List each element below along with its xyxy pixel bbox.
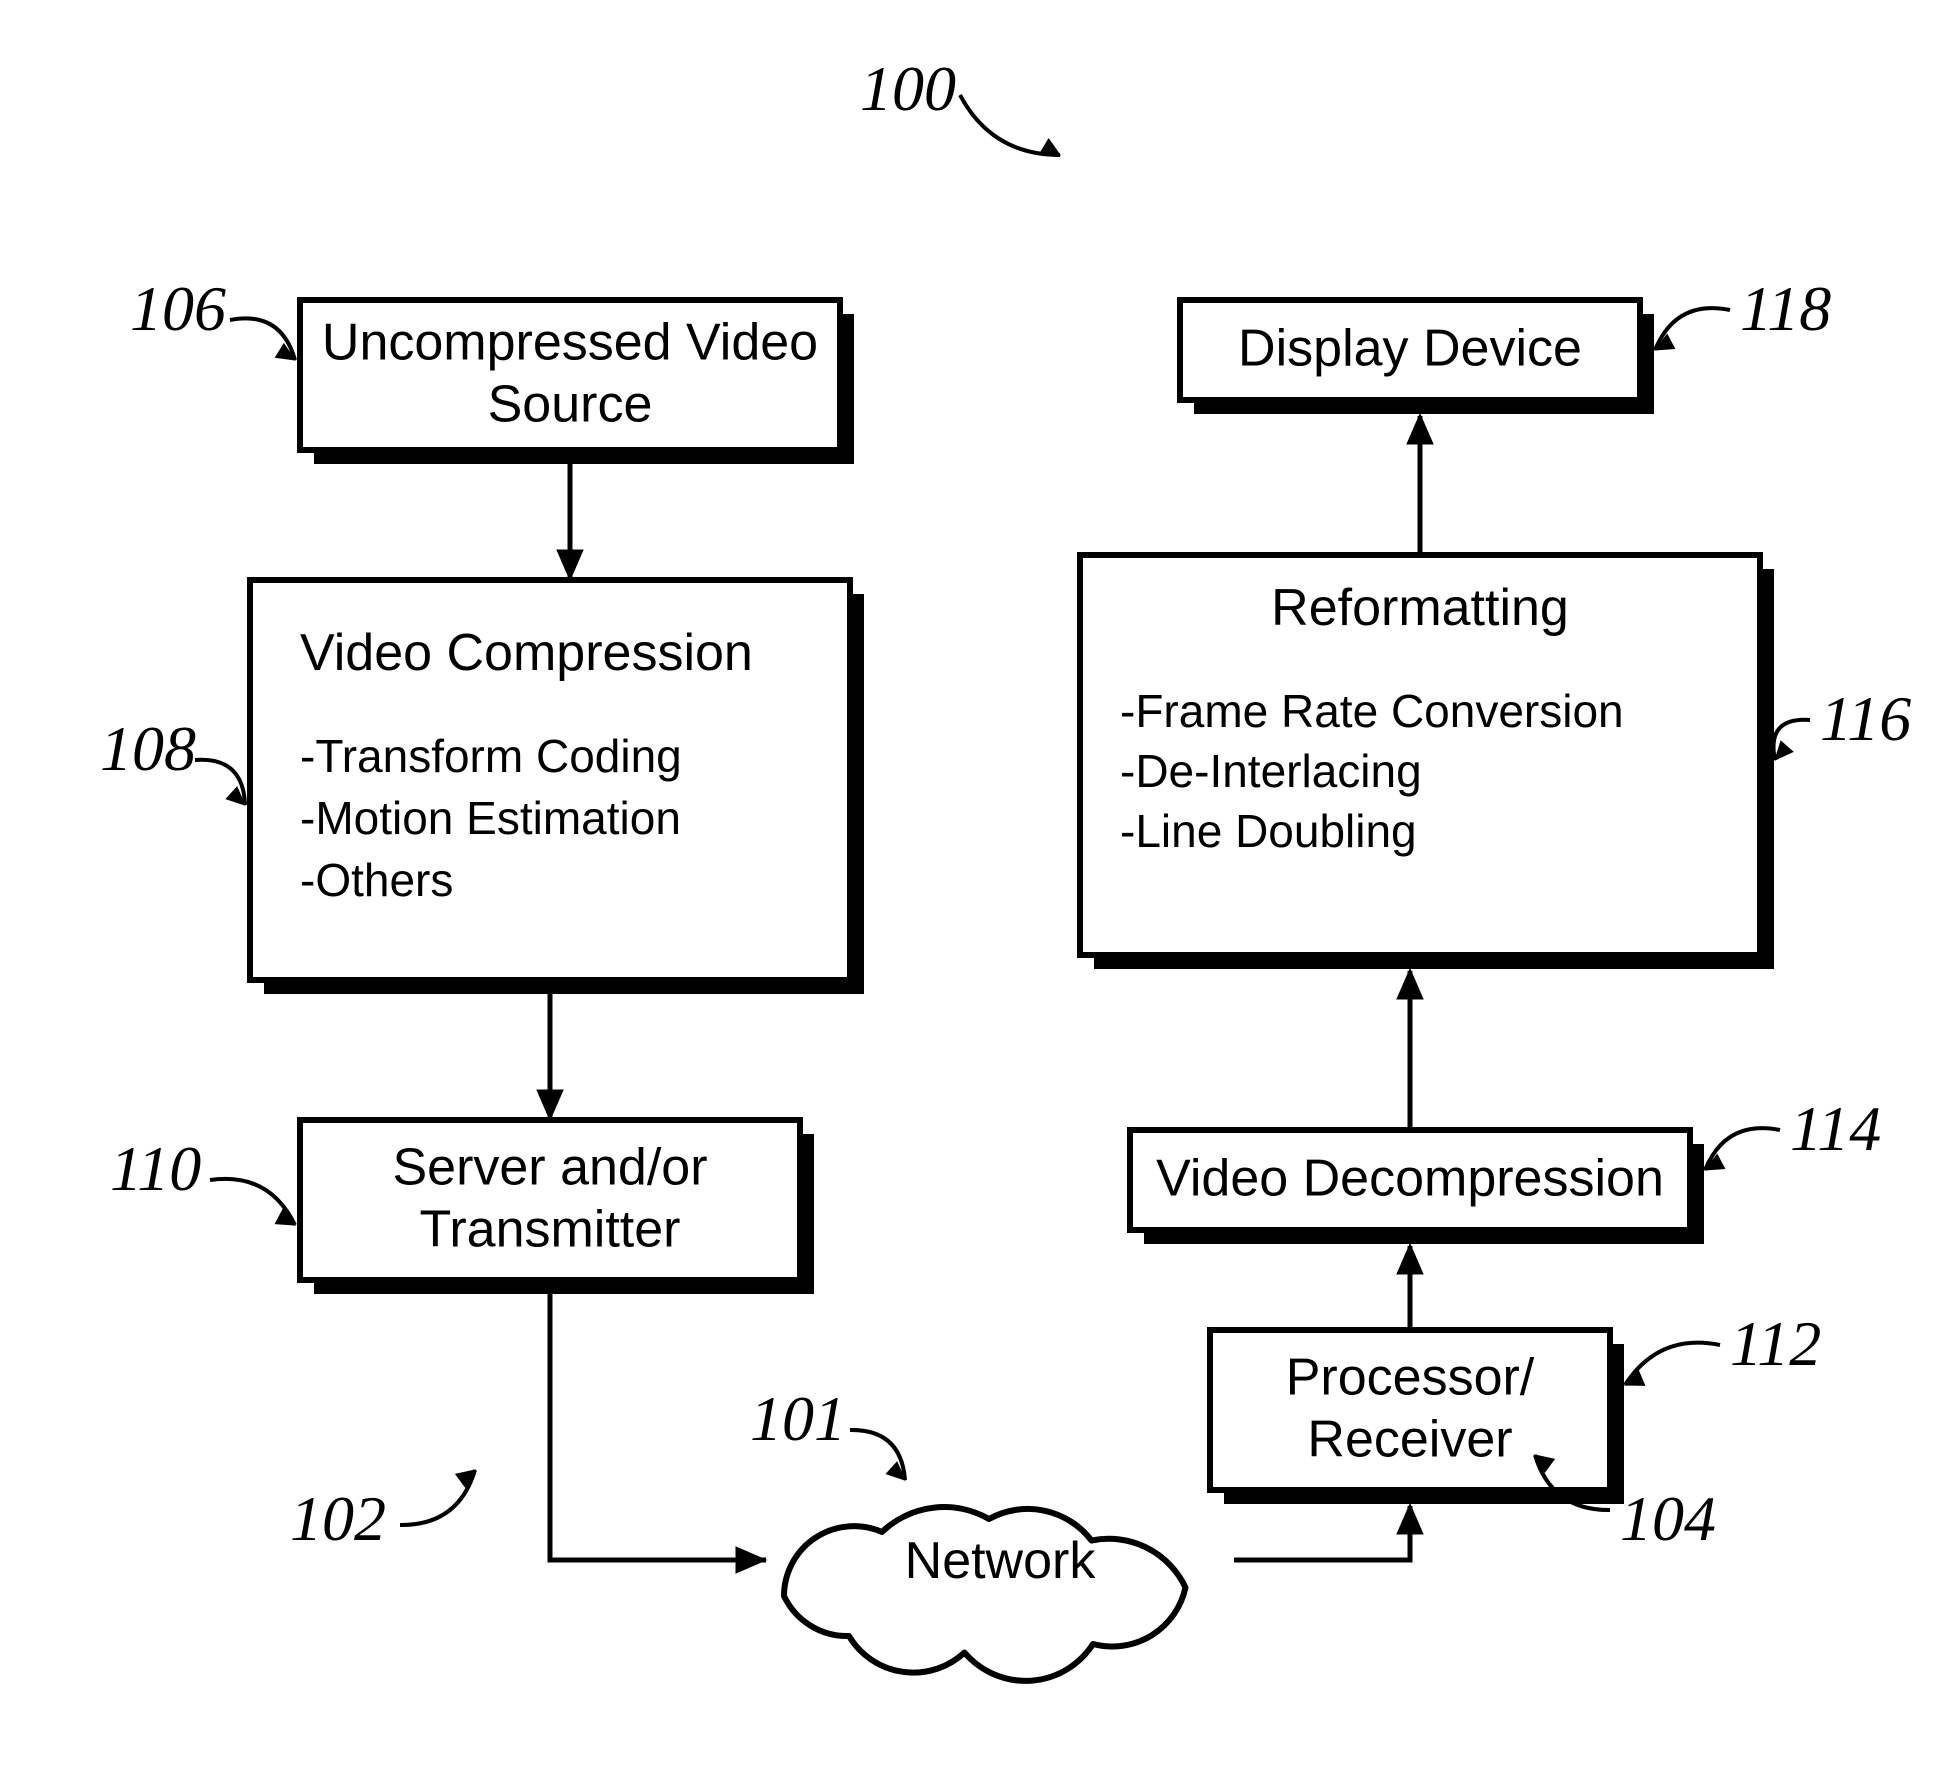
- node-comp-item-0: -Transform Coding: [300, 730, 682, 782]
- node-srv-title-1: Transmitter: [420, 1201, 681, 1259]
- node-src-title-1: Source: [488, 376, 653, 434]
- edge-net-proc: [1234, 1506, 1410, 1560]
- ref-106: 106: [130, 273, 226, 344]
- node-proc-title-1: Receiver: [1307, 1411, 1512, 1469]
- ref-118: 118: [1740, 273, 1831, 344]
- node-reform-title-0: Reformatting: [1271, 579, 1569, 637]
- ref-100: 100: [860, 53, 956, 124]
- node-reform-item-1: -De-Interlacing: [1120, 745, 1422, 797]
- ref-110: 110: [110, 1133, 201, 1204]
- node-reform-item-0: -Frame Rate Conversion: [1120, 685, 1624, 737]
- cloud-network-label: Network: [905, 1532, 1097, 1590]
- ref-108: 108: [100, 713, 196, 784]
- ref-102: 102: [290, 1483, 386, 1554]
- node-comp-item-2: -Others: [300, 854, 453, 906]
- ref-112: 112: [1730, 1308, 1821, 1379]
- node-comp-item-1: -Motion Estimation: [300, 792, 681, 844]
- node-disp-title-0: Display Device: [1238, 320, 1582, 378]
- node-decomp-title-0: Video Decompression: [1156, 1150, 1664, 1208]
- node-comp-title-0: Video Compression: [300, 624, 753, 682]
- node-proc-title-0: Processor/: [1286, 1349, 1535, 1407]
- node-src-title-0: Uncompressed Video: [322, 314, 818, 372]
- edge-srv-net: [550, 1294, 766, 1560]
- ref-114: 114: [1790, 1093, 1881, 1164]
- ref-101: 101: [750, 1383, 846, 1454]
- node-srv-title-0: Server and/or: [392, 1139, 707, 1197]
- ref-116: 116: [1820, 683, 1911, 754]
- node-reform-item-2: -Line Doubling: [1120, 805, 1417, 857]
- ref-104: 104: [1620, 1483, 1716, 1554]
